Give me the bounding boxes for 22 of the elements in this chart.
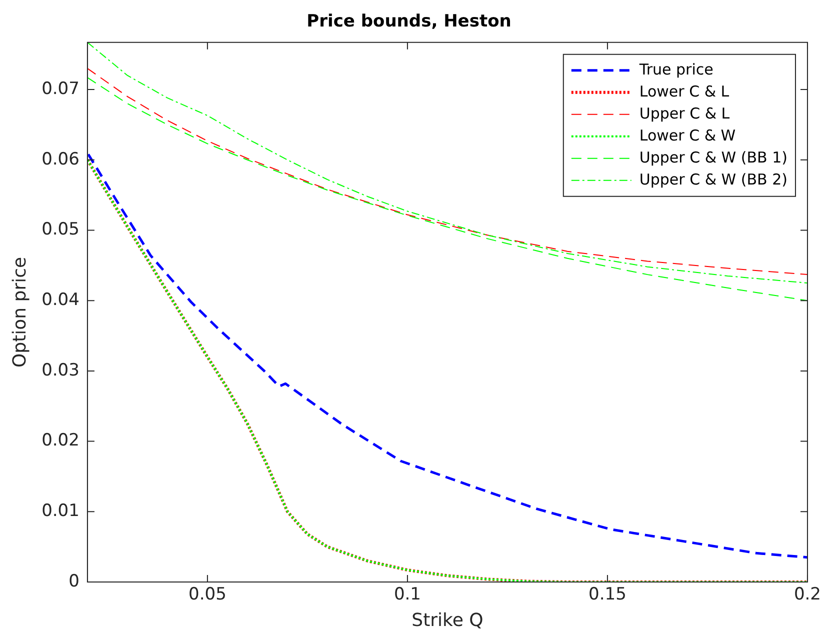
x-tick-label: 0.1 [394,584,421,605]
y-tick-label: 0.06 [42,149,80,170]
y-tick-label: 0.02 [42,430,80,451]
legend-label: Upper C & W (BB 2) [639,170,788,188]
y-tick-label: 0 [68,571,80,592]
y-tick-label: 0.03 [42,360,80,380]
y-tick-label: 0.01 [42,501,80,522]
x-tick-label: 0.05 [188,584,226,605]
x-tick-label: 0.15 [588,584,626,605]
legend-label: True price [638,60,714,78]
y-axis-title: Option price [9,256,30,368]
x-tick-label: 0.2 [794,584,822,605]
line-series [87,77,808,302]
y-tick-label: 0.07 [42,78,80,99]
x-axis-title: Strike Q [412,610,484,631]
legend-label: Lower C & W [639,126,736,144]
y-tick-label: 0.05 [42,220,80,240]
y-tick-label: 0.04 [42,290,80,310]
chart-title: Price bounds, Heston [306,12,512,32]
legend-label: Lower C & L [639,82,730,100]
legend-label: Upper C & L [639,104,730,122]
legend-label: Upper C & W (BB 1) [639,148,788,166]
